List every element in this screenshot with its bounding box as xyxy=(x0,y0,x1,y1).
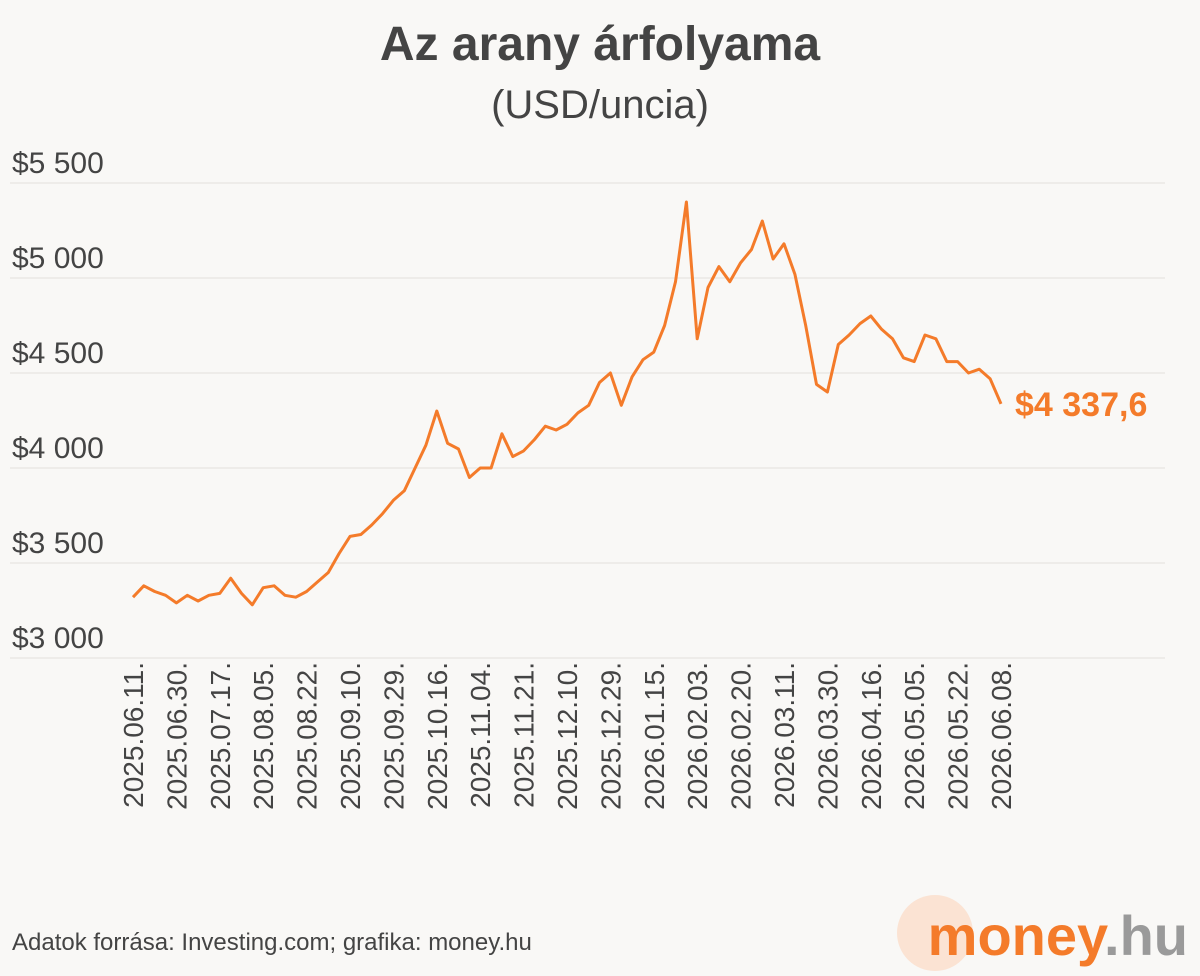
y-tick-label: $4 500 xyxy=(12,337,104,370)
x-tick-label: 2026.01.15. xyxy=(639,662,670,810)
logo: money.hu xyxy=(928,904,1188,967)
x-tick-label: 2025.11.21. xyxy=(509,662,540,808)
x-tick-label: 2025.07.17. xyxy=(205,662,236,810)
x-tick-label: 2026.03.30. xyxy=(812,662,843,810)
x-tick-label: 2026.05.22. xyxy=(943,662,974,810)
x-tick-label: 2025.09.29. xyxy=(378,662,409,810)
x-tick-label: 2026.06.08. xyxy=(986,662,1017,810)
chart-subtitle: (USD/uncia) xyxy=(491,83,709,127)
logo-circle xyxy=(897,895,973,971)
chart-title: Az arany árfolyama xyxy=(380,18,821,71)
x-tick-label: 2025.12.29. xyxy=(595,662,626,810)
x-tick-label: 2026.05.05. xyxy=(899,662,930,810)
x-tick-label: 2025.12.10. xyxy=(552,662,583,810)
y-tick-label: $5 500 xyxy=(12,147,104,180)
x-tick-label: 2025.10.16. xyxy=(422,662,453,810)
logo-main: money xyxy=(928,904,1108,967)
source: Adatok forrása: Investing.com; grafika: … xyxy=(12,929,532,956)
x-tick-label: 2025.06.30. xyxy=(161,662,192,810)
x-tick-label: 2026.03.11. xyxy=(769,662,800,808)
x-tick-label: 2025.08.05. xyxy=(248,662,279,810)
logo-suffix: .hu xyxy=(1104,904,1188,967)
x-tick-label: 2025.06.11. xyxy=(118,662,149,808)
x-tick-label: 2025.08.22. xyxy=(292,662,323,810)
x-tick-label: 2026.02.03. xyxy=(682,662,713,810)
x-tick-label: 2025.11.04. xyxy=(465,662,496,808)
y-tick-label: $3 500 xyxy=(12,527,104,560)
y-tick-label: $3 000 xyxy=(12,622,104,655)
last-value-label: $4 337,6 xyxy=(1015,386,1147,424)
x-tick-label: 2025.09.10. xyxy=(335,662,366,810)
y-tick-label: $5 000 xyxy=(12,242,104,275)
x-tick-label: 2026.04.16. xyxy=(856,662,887,810)
x-tick-label: 2026.02.20. xyxy=(726,662,757,810)
price-line xyxy=(131,200,1003,607)
y-tick-label: $4 000 xyxy=(12,432,104,465)
